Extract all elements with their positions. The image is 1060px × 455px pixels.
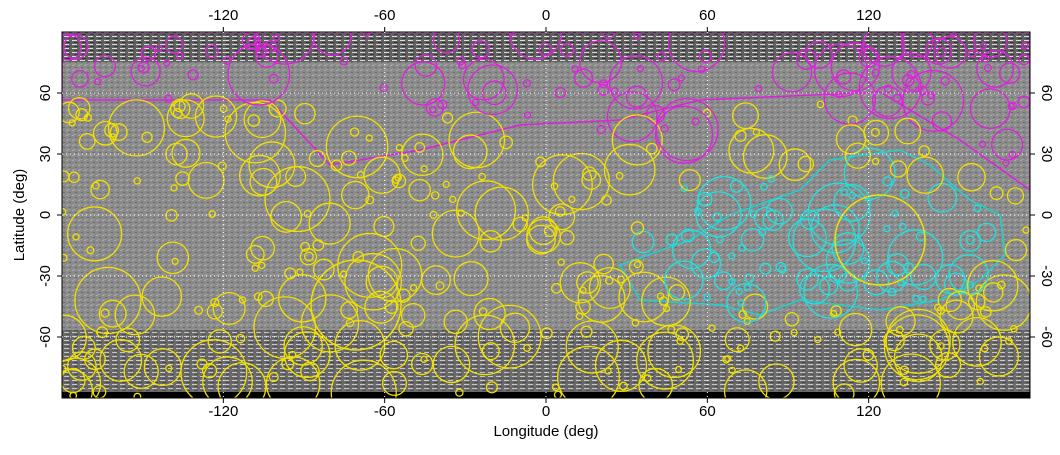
y-tick-label: -60 xyxy=(37,326,54,348)
y-tick-label: -30 xyxy=(1038,265,1055,287)
y-tick-label: 60 xyxy=(37,85,54,102)
x-axis-label: Longitude (deg) xyxy=(493,423,598,440)
y-axis-label: Latitude (deg) xyxy=(11,169,28,262)
map-area xyxy=(41,4,1032,425)
x-tick-label: -120 xyxy=(208,7,238,24)
x-tick-label: 0 xyxy=(542,403,550,420)
y-tick-label: 30 xyxy=(37,146,54,163)
x-tick-label: 120 xyxy=(856,403,881,420)
x-tick-label: -60 xyxy=(374,7,396,24)
y-tick-label: 0 xyxy=(37,211,54,219)
x-tick-label: 60 xyxy=(699,7,716,24)
y-tick-label: 60 xyxy=(1038,85,1055,102)
y-tick-label: 30 xyxy=(1038,146,1055,163)
x-tick-label: -60 xyxy=(374,403,396,420)
x-tick-label: 0 xyxy=(542,7,550,24)
x-tick-label: -120 xyxy=(208,403,238,420)
y-tick-label: -30 xyxy=(37,265,54,287)
y-tick-label: 0 xyxy=(1038,211,1055,219)
x-tick-label: 60 xyxy=(699,403,716,420)
map-figure: Longitude (deg) Latitude (deg) -120 -120 -… xyxy=(0,0,1060,455)
y-tick-label: -60 xyxy=(1038,326,1055,348)
x-tick-label: 120 xyxy=(856,7,881,24)
